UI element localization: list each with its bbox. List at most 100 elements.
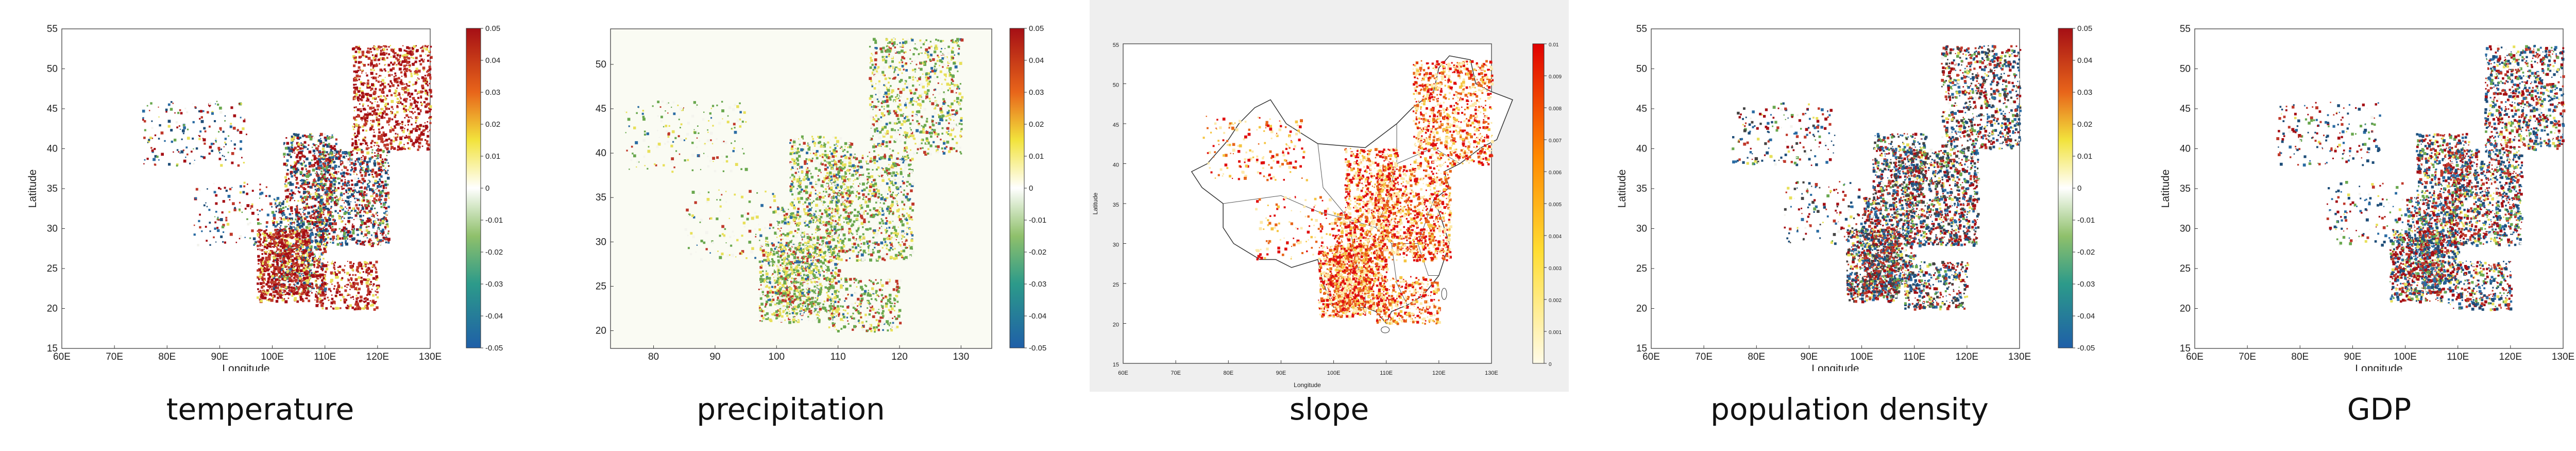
- p0-cell: [310, 217, 312, 219]
- p0-cell: [418, 142, 420, 144]
- p1-cell: [934, 88, 937, 91]
- p0-cell: [352, 207, 354, 210]
- p0-cell: [263, 296, 267, 299]
- p0-cell: [377, 162, 380, 165]
- p0-cell: [397, 135, 399, 137]
- p0-cell: [324, 176, 326, 178]
- p0-cell: [357, 199, 359, 202]
- p0-cell: [366, 226, 368, 228]
- p0-cell: [257, 236, 259, 237]
- p0-cell: [357, 240, 360, 242]
- p0-cell: [239, 210, 241, 212]
- p0-cell: [268, 242, 270, 244]
- p0-cell: [313, 223, 316, 226]
- p0-cell: [299, 297, 303, 301]
- p0-cell: [384, 158, 387, 161]
- p1-cell: [936, 127, 939, 130]
- p0-cell: [293, 243, 295, 245]
- p0-cell: [323, 263, 325, 265]
- p0-cell: [378, 76, 379, 78]
- p0-cell: [351, 269, 354, 271]
- p0-cell: [301, 274, 304, 276]
- p0-cell: [370, 123, 371, 124]
- p0-cell: [381, 46, 383, 48]
- p0-cell: [375, 54, 378, 58]
- p0-cell: [268, 299, 271, 302]
- p0-cell: [308, 162, 312, 165]
- p0-cell: [383, 134, 385, 137]
- p0-ylabel: Latitude: [27, 170, 39, 208]
- p0-cell: [381, 218, 384, 221]
- p0-cell: [154, 148, 156, 151]
- p0-cell: [275, 203, 277, 205]
- p0-cell: [332, 236, 335, 239]
- p0-cell: [343, 193, 345, 195]
- p0-cell: [299, 137, 301, 139]
- p0-cell: [304, 260, 307, 262]
- p0-cell: [240, 185, 242, 188]
- p0-cell: [410, 103, 413, 106]
- chart-temperature: 60E 70E 80E 90E 100E 110E 120E 130E152025303540…: [27, 24, 503, 371]
- p0-cell: [313, 287, 315, 290]
- p0-cell: [360, 264, 363, 268]
- p0-cell: [318, 290, 321, 293]
- p0-cell: [366, 151, 370, 155]
- p0-cell: [368, 94, 370, 96]
- p0-cell: [298, 244, 300, 246]
- p0-cell: [412, 51, 414, 53]
- p0-cell: [331, 294, 333, 296]
- p0-cell: [382, 150, 385, 153]
- p0-cell: [379, 84, 382, 87]
- p0-cell: [424, 122, 426, 124]
- p0-cell: [161, 153, 164, 156]
- p0-cell: [283, 239, 285, 241]
- p0-cell: [179, 152, 181, 154]
- p0-cell: [371, 189, 375, 192]
- p1-cell: [889, 122, 891, 124]
- p0-cell: [372, 64, 376, 68]
- p0-cell: [286, 200, 289, 203]
- p1-cell: [903, 64, 905, 67]
- p0-cell: [291, 175, 293, 178]
- p0-cell: [384, 70, 386, 72]
- p0-cell: [303, 258, 306, 261]
- p0-cell: [326, 199, 329, 203]
- p0-cell: [417, 137, 420, 140]
- p0-cell: [266, 263, 269, 266]
- p0-cell: [296, 149, 298, 151]
- p0-cell: [317, 201, 320, 203]
- p0-cell: [417, 148, 419, 151]
- p0-cell: [269, 245, 272, 248]
- p0-cell: [359, 204, 361, 206]
- p0-cell: [363, 236, 365, 238]
- p0-cell: [361, 51, 365, 54]
- p0-cell: [347, 306, 350, 308]
- p0-cell: [281, 261, 284, 264]
- p0-cell: [275, 236, 277, 238]
- p0-cell: [319, 229, 322, 232]
- p0-cell: [307, 186, 310, 188]
- p0-cell: [320, 196, 323, 199]
- p0-cell: [229, 199, 231, 201]
- p0-cell: [422, 45, 423, 47]
- p0-cell: [309, 257, 311, 259]
- p0-cell: [320, 135, 321, 136]
- p0-cell: [308, 248, 310, 252]
- p0-cell: [151, 149, 154, 152]
- p0-cell: [408, 47, 411, 50]
- p1-cell: [911, 114, 913, 117]
- p0-cell: [273, 204, 275, 206]
- p0-cell: [291, 294, 294, 297]
- p0-cell: [328, 154, 330, 156]
- p0-cell: [296, 226, 299, 228]
- p0-xtick-label: 90E: [211, 352, 229, 362]
- p0-cell: [338, 165, 340, 168]
- p0-cell: [318, 183, 321, 186]
- p1-cell: [869, 152, 870, 153]
- p0-cell: [387, 232, 389, 235]
- p0-cell: [282, 200, 284, 203]
- p0-cell: [301, 226, 303, 228]
- p0-cell: [404, 100, 408, 103]
- p0-cell: [355, 183, 359, 186]
- p0-cell: [349, 294, 351, 296]
